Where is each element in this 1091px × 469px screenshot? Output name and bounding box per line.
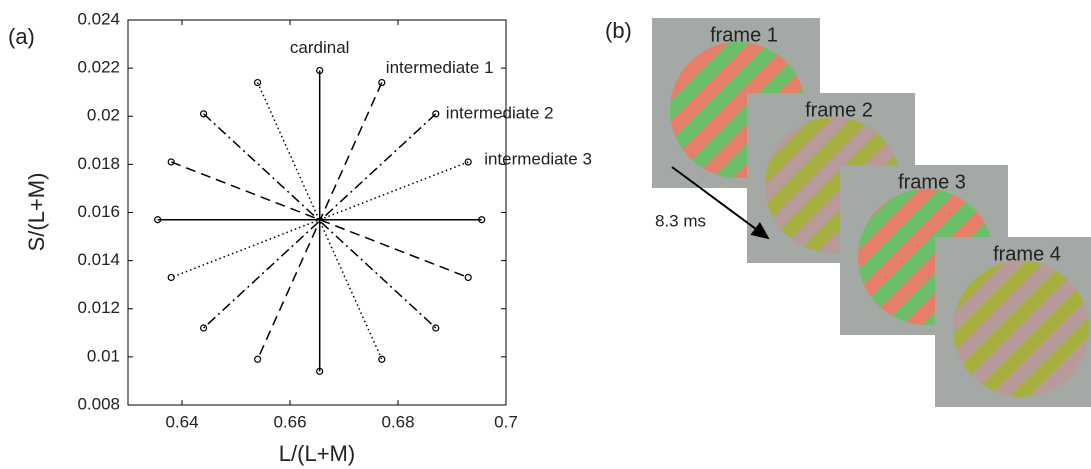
- endpoint-marker: [478, 216, 486, 224]
- endpoint-marker: [316, 66, 324, 75]
- grating: [953, 261, 1089, 397]
- axes-box: [127, 19, 507, 406]
- series-label: intermediate 1: [386, 58, 494, 77]
- frame-label: frame 3: [898, 171, 966, 193]
- interval-label: 8.3 ms: [655, 211, 706, 230]
- x-tick-label: 0.64: [165, 412, 198, 431]
- time-arrow: [671, 166, 770, 240]
- y-tick-label: 0.024: [77, 9, 120, 28]
- endpoint-marker: [464, 158, 472, 166]
- y-axis-label: S/(L+M): [24, 173, 49, 252]
- x-tick-label: 0.68: [381, 412, 414, 431]
- frame-label: frame 1: [710, 24, 778, 46]
- panel-label: (a): [8, 24, 35, 49]
- frame-label: frame 4: [993, 243, 1061, 265]
- y-tick-label: 0.02: [87, 106, 120, 125]
- plot: 0.64 0.66 0.68 0.7 0.008 0.01 0.012 0.014 0.016 0…: [77, 9, 591, 431]
- endpoint-marker: [464, 273, 472, 282]
- ray-line: [170, 161, 469, 279]
- series-label: intermediate 2: [446, 103, 554, 122]
- x-tick-label: 0.66: [273, 412, 306, 431]
- ray-line: [256, 82, 383, 360]
- endpoint-marker: [154, 216, 162, 224]
- endpoint-marker: [432, 110, 440, 118]
- ray-line: [170, 161, 469, 279]
- y-tick-label: 0.022: [77, 58, 120, 77]
- x-axis-label: L/(L+M): [279, 441, 355, 466]
- y-tick-label: 0.008: [77, 394, 120, 413]
- y-tick-label: 0.012: [77, 298, 120, 317]
- ray-line: [256, 82, 383, 360]
- frame-label: frame 2: [805, 99, 873, 121]
- ray-line: [203, 113, 437, 329]
- panel-label: (b): [605, 18, 632, 43]
- y-tick-label: 0.018: [77, 154, 120, 173]
- endpoint-marker: [200, 110, 208, 118]
- frames-diagram: frame 1 frame 2 frame 3 frame 4: [652, 18, 1091, 407]
- endpoint-marker: [316, 367, 324, 375]
- endpoint-marker: [378, 355, 386, 363]
- y-tick-label: 0.01: [87, 346, 120, 365]
- endpoint-marker: [432, 324, 440, 332]
- endpoint-marker: [254, 355, 262, 363]
- endpoint-marker: [167, 158, 175, 166]
- endpoint-marker: [254, 78, 262, 87]
- endpoint-marker: [378, 78, 386, 87]
- endpoint-marker: [200, 324, 208, 332]
- endpoint-marker: [167, 273, 175, 282]
- y-tick-label: 0.016: [77, 202, 120, 221]
- x-tick-label: 0.7: [494, 412, 518, 431]
- series-label: intermediate 3: [484, 149, 592, 168]
- y-tick-label: 0.014: [77, 250, 120, 269]
- ray-line: [203, 113, 437, 329]
- series-label: cardinal: [290, 38, 350, 57]
